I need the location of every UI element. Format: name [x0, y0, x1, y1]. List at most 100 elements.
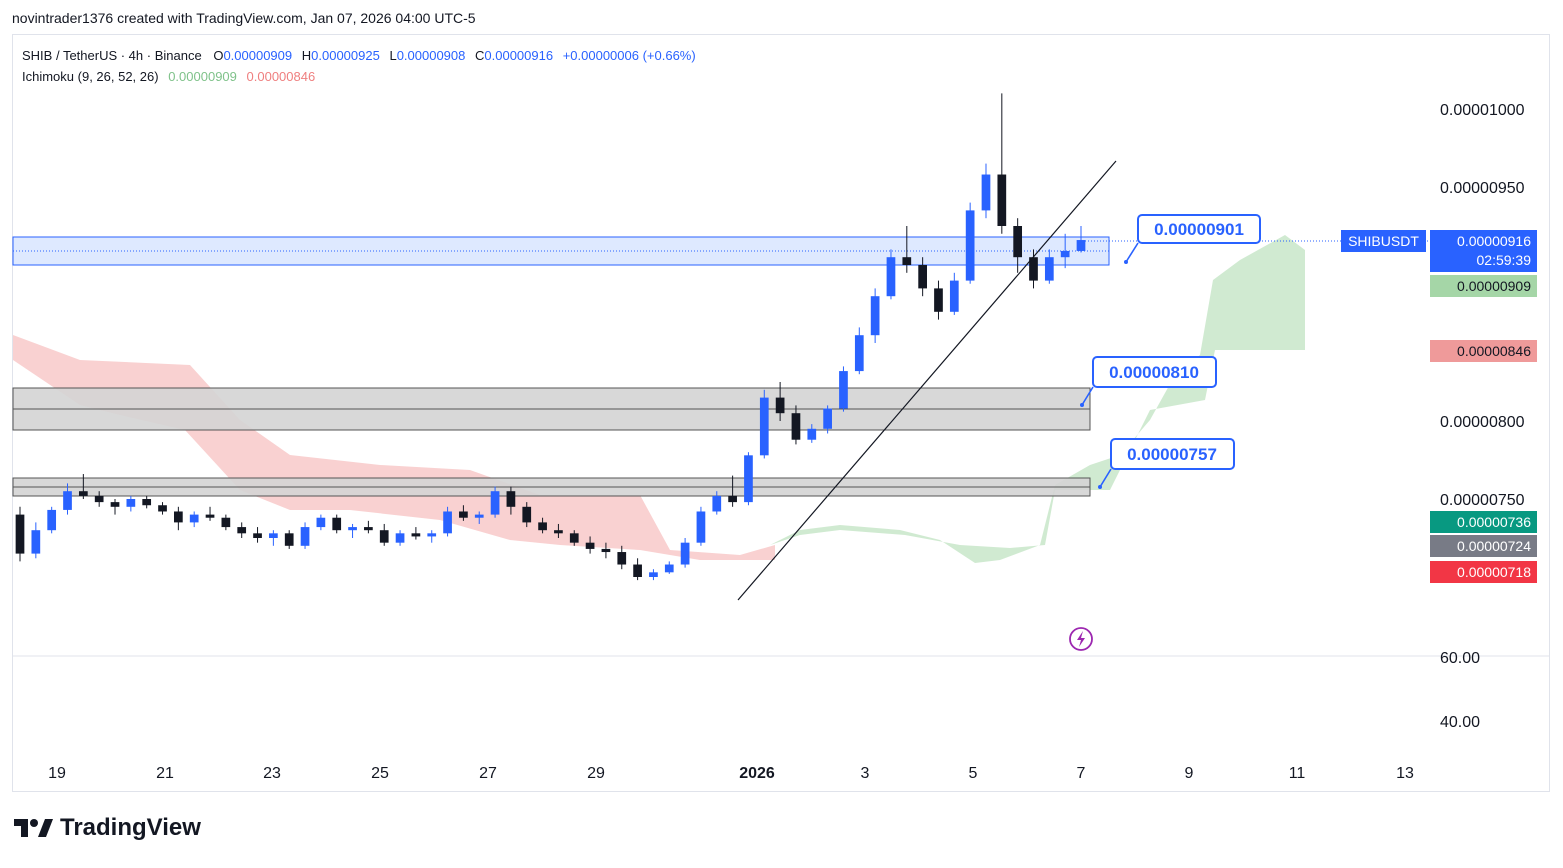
candle-body	[965, 210, 975, 281]
callout-901[interactable]: 0.00000901	[1137, 214, 1261, 244]
symbol-title[interactable]: SHIB / TetherUS · 4h · Binance	[22, 48, 202, 63]
callout-anchor-dot	[1124, 260, 1128, 264]
candle-body	[158, 505, 167, 512]
candle-body	[633, 564, 642, 577]
candle-body	[902, 257, 912, 265]
candle-body	[364, 527, 373, 531]
symbol-tag: SHIBUSDT	[1341, 230, 1426, 252]
candle-body	[712, 495, 722, 512]
callout-anchor-dot	[1080, 403, 1084, 407]
candle-body	[538, 522, 547, 531]
candle-body	[63, 491, 72, 510]
candle-body	[949, 280, 959, 312]
candle-body	[791, 413, 801, 440]
candle-body	[649, 572, 658, 577]
candle-body	[31, 530, 41, 554]
low-label: L	[389, 48, 397, 63]
trendline	[737, 160, 1117, 601]
high-value: 0.00000925	[311, 48, 380, 63]
candle-body	[237, 527, 247, 534]
x-tick-label: 9	[1185, 765, 1194, 782]
x-tick-label: 2026	[739, 765, 775, 782]
candle-body	[839, 371, 848, 409]
candle-body	[744, 455, 753, 503]
candle-body	[854, 335, 864, 372]
lightning-icon[interactable]	[1069, 627, 1093, 651]
candle-body	[585, 542, 595, 549]
indicator-row: Ichimoku (9, 26, 52, 26) 0.00000909 0.00…	[22, 66, 702, 87]
candle-body	[459, 511, 468, 518]
attribution: novintrader1376 created with TradingView…	[12, 10, 476, 26]
candle-body	[569, 533, 579, 543]
countdown-value: 02:59:39	[1476, 252, 1532, 268]
ichimoku-a-tag: 0.00000909	[1430, 275, 1537, 297]
close-value: 0.00000916	[484, 48, 554, 63]
candle-body	[316, 517, 326, 528]
y-tick-label: 0.00000950	[1440, 180, 1525, 197]
candle-body	[94, 495, 104, 503]
candle-body	[332, 517, 342, 531]
candle-body	[664, 564, 674, 573]
change-value: +0.00000006 (+0.66%)	[562, 48, 696, 63]
candle-body	[126, 499, 136, 507]
candle-body	[1060, 250, 1070, 258]
candle-body	[807, 428, 817, 440]
candle-body	[554, 530, 563, 534]
osc-tick-label: 40.00	[1440, 714, 1480, 731]
callout-pointer	[1081, 386, 1094, 406]
candle-body	[221, 517, 231, 528]
ichimoku-span-b-value: 0.00000846	[246, 69, 316, 84]
open-value: 0.00000909	[223, 48, 293, 63]
price-tag-724: 0.00000724	[1430, 535, 1537, 557]
candle-body	[522, 506, 532, 523]
candle-body	[823, 408, 832, 429]
callout-pointer	[1125, 242, 1139, 263]
candle-body	[411, 533, 421, 537]
price-tag-718: 0.00000718	[1430, 561, 1537, 583]
candle-body	[348, 527, 357, 531]
last-price-value: 0.00000916	[1457, 233, 1531, 249]
callout-810[interactable]: 0.00000810	[1092, 356, 1217, 388]
candle-body	[110, 502, 120, 507]
tradingview-logo[interactable]: TradingView	[14, 814, 201, 842]
horizontal-zones	[12, 236, 1110, 497]
candle-body	[189, 514, 199, 523]
candle-body	[601, 548, 611, 553]
callout-pointer	[1099, 468, 1112, 488]
candle-body	[490, 491, 500, 515]
candle-body	[997, 174, 1007, 226]
x-tick-label: 27	[479, 765, 497, 782]
candle-body	[474, 514, 484, 518]
candle-body	[47, 509, 57, 531]
candle-body	[205, 514, 215, 518]
callout-810-text: 0.00000810	[1109, 363, 1199, 382]
callout-757[interactable]: 0.00000757	[1110, 438, 1235, 470]
bullish-cloud	[770, 235, 1305, 563]
x-tick-label: 11	[1289, 765, 1306, 782]
candle-body	[981, 174, 991, 211]
candle-body	[269, 533, 278, 538]
candle-body	[680, 542, 690, 565]
candle-body	[918, 265, 927, 289]
candle-body	[1076, 240, 1086, 251]
bearish-cloud	[13, 335, 775, 560]
candle-body	[284, 533, 294, 546]
ascending-trendline	[737, 160, 1117, 601]
x-tick-label: 29	[587, 765, 605, 782]
candle-body	[886, 257, 896, 297]
indicator-name[interactable]: Ichimoku (9, 26, 52, 26)	[22, 69, 159, 84]
x-tick-label: 7	[1077, 765, 1086, 782]
candle-body	[617, 552, 627, 565]
last-price-tag: 0.00000916 02:59:39	[1430, 230, 1537, 272]
price-tag-736: 0.00000736	[1430, 511, 1537, 533]
ichimoku-b-tag: 0.00000846	[1430, 340, 1537, 362]
candle-body	[1013, 226, 1023, 258]
candle-body	[300, 527, 310, 546]
candle-body	[506, 491, 516, 507]
candle-body	[728, 495, 737, 503]
osc-tick-label: 60.00	[1440, 650, 1480, 667]
candle-body	[15, 514, 25, 554]
candle-body	[696, 511, 706, 543]
x-tick-label: 3	[861, 765, 870, 782]
